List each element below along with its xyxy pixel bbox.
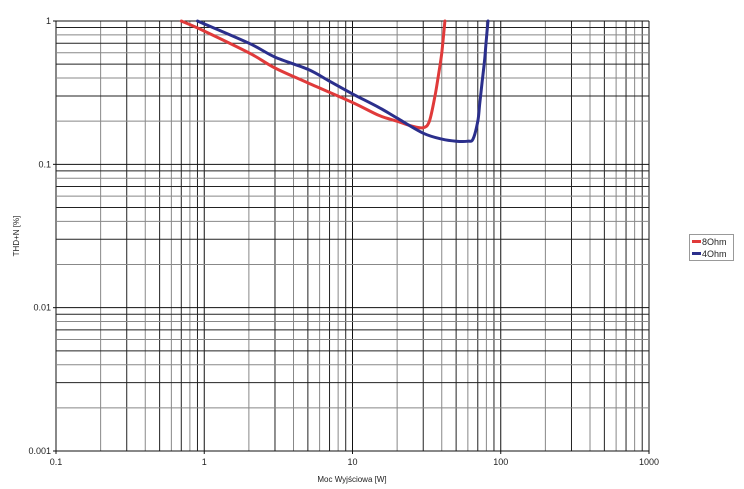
y-axis-label: THD+N [%] <box>12 216 21 257</box>
legend-item-4ohm: 4Ohm <box>690 248 733 259</box>
legend-swatch-4ohm <box>692 252 701 255</box>
data-curves <box>179 19 490 143</box>
legend-label-8ohm: 8Ohm <box>702 236 727 247</box>
svg-text:1: 1 <box>202 457 207 467</box>
svg-text:0.001: 0.001 <box>28 446 51 456</box>
chart-legend: 8Ohm 4Ohm <box>689 234 734 261</box>
svg-text:0.01: 0.01 <box>33 303 51 313</box>
svg-text:10: 10 <box>347 457 357 467</box>
svg-text:0.1: 0.1 <box>50 457 63 467</box>
svg-text:0.1: 0.1 <box>38 159 51 169</box>
legend-swatch-8ohm <box>692 240 701 243</box>
axis-tick-labels: 0.1 1 10 100 1000 1 0.1 0.01 0.001 <box>28 16 659 467</box>
svg-text:1: 1 <box>46 16 51 26</box>
gridlines <box>55 20 650 452</box>
curve-4ohm <box>196 19 490 143</box>
svg-text:1000: 1000 <box>639 457 659 467</box>
curve-8ohm <box>179 19 447 130</box>
legend-label-4ohm: 4Ohm <box>702 248 727 259</box>
x-axis-label: Moc Wyjściowa [W] <box>317 475 386 484</box>
svg-text:100: 100 <box>493 457 508 467</box>
legend-item-8ohm: 8Ohm <box>690 236 733 247</box>
